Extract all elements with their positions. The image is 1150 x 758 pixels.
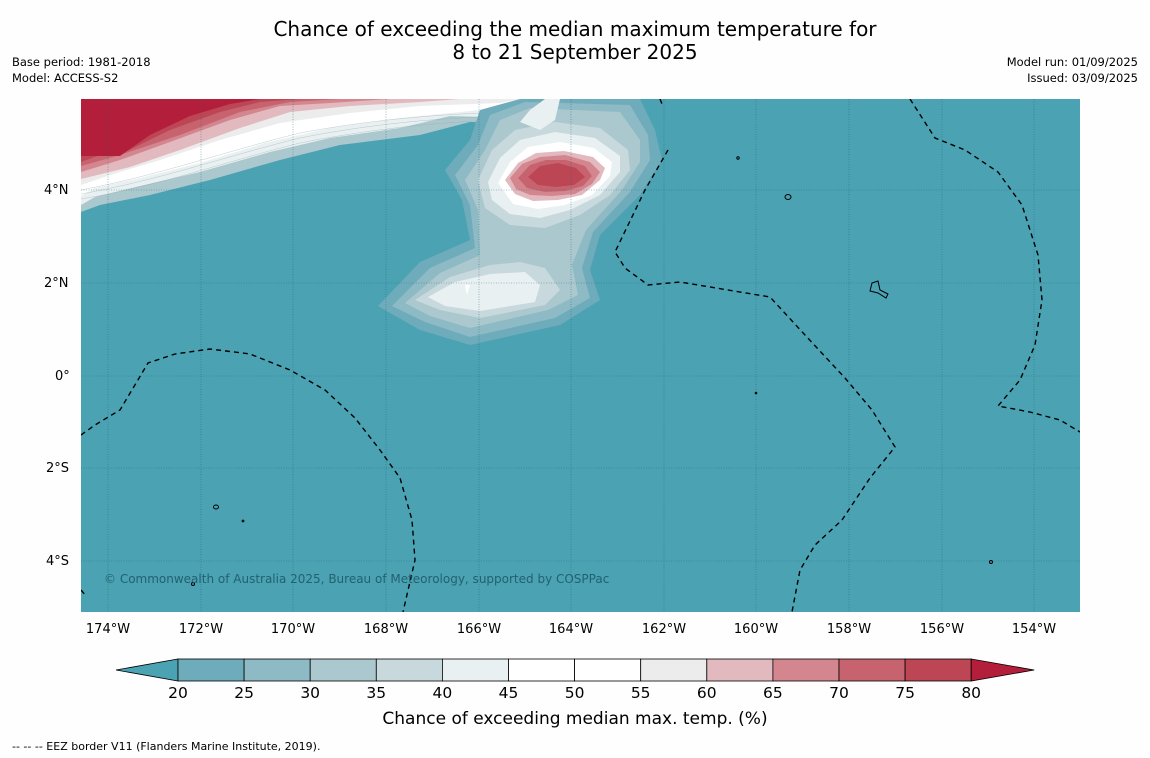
model-run: Model run: 01/09/2025 (1006, 55, 1138, 69)
title-line-2: 8 to 21 September 2025 (452, 40, 698, 64)
colorbar-extend-high (970, 658, 1035, 682)
colorbar-segment (309, 658, 377, 682)
colorbar-tick-label: 20 (168, 684, 188, 702)
lon-label: 162°W (641, 622, 687, 637)
lon-label: 168°W (363, 622, 409, 637)
colorbar-segment (640, 658, 708, 682)
colorbar-segment (243, 658, 311, 682)
lat-label: 4°S (46, 554, 70, 569)
colorbar-segment (838, 658, 906, 682)
colorbar-tick-label: 55 (630, 684, 651, 702)
base-period: Base period: 1981-2018 (12, 55, 151, 69)
colorbar-tick-label: 65 (763, 684, 783, 702)
meta-right: Model run: 01/09/2025 Issued: 03/09/2025 (1007, 54, 1138, 86)
lat-label: 4°N (44, 183, 69, 198)
lon-label: 172°W (178, 622, 224, 637)
colorbar-tick-label: 80 (961, 684, 982, 702)
issued-date: Issued: 03/09/2025 (1027, 71, 1138, 85)
colorbar-segment (441, 658, 509, 682)
colorbar-tick-label: 75 (895, 684, 915, 702)
colorbar-tick-label: 25 (234, 684, 254, 702)
colorbar-tick-label: 30 (300, 684, 321, 702)
colorbar-segment (177, 658, 245, 682)
colorbar-segment (772, 658, 840, 682)
lon-label: 166°W (456, 622, 502, 637)
colorbar (115, 658, 1035, 682)
lon-label: 170°W (270, 622, 316, 637)
graticule (81, 99, 1080, 612)
eez-footnote: -- -- -- EEZ border V11 (Flanders Marine… (12, 740, 321, 753)
model-name: Model: ACCESS-S2 (12, 71, 119, 85)
copyright-notice: © Commonwealth of Australia 2025, Bureau… (104, 572, 610, 586)
title-line-1: Chance of exceeding the median maximum t… (273, 17, 877, 41)
colorbar-segment (574, 658, 642, 682)
lat-label: 2°N (44, 276, 69, 291)
islands (191, 156, 993, 586)
lon-label: 160°W (733, 622, 779, 637)
probability-field (81, 99, 1080, 612)
meta-left: Base period: 1981-2018 Model: ACCESS-S2 (12, 54, 151, 86)
eez-borders (81, 99, 1080, 612)
lon-label: 174°W (85, 622, 131, 637)
lat-label: 2°S (46, 461, 70, 476)
colorbar-segment (508, 658, 575, 682)
colorbar-tick-label: 50 (564, 684, 585, 702)
colorbar-segment (904, 658, 972, 682)
colorbar-extend-low (115, 658, 179, 682)
warm-band-northwest (81, 99, 620, 212)
chart-title: Chance of exceeding the median maximum t… (0, 18, 1150, 64)
lat-label: 0° (55, 369, 70, 384)
lon-label: 158°W (826, 622, 872, 637)
lon-label: 164°W (548, 622, 594, 637)
central-plume (378, 99, 662, 345)
colorbar-label: Chance of exceeding median max. temp. (%… (382, 709, 768, 729)
colorbar-segment (375, 658, 443, 682)
colorbar-tick-label: 70 (829, 684, 849, 702)
lon-label: 154°W (1011, 622, 1057, 637)
colorbar-tick-label: 35 (366, 684, 387, 702)
colorbar-tick-label: 40 (432, 684, 453, 702)
colorbar-tick-label: 60 (696, 684, 717, 702)
lon-label: 156°W (919, 622, 965, 637)
colorbar-segment (706, 658, 774, 682)
colorbar-tick-label: 45 (498, 684, 519, 702)
